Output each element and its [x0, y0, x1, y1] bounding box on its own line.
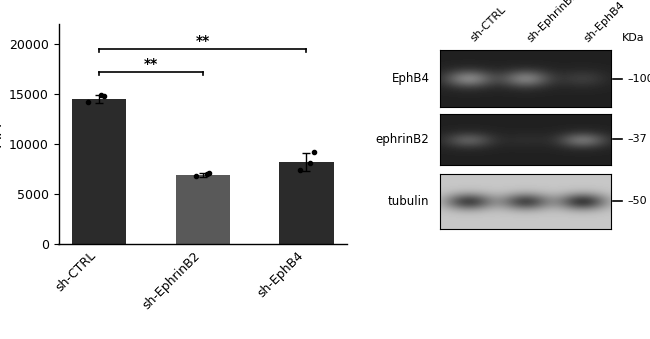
Text: EphB4: EphB4 — [391, 72, 430, 85]
Text: sh-CTRL: sh-CTRL — [469, 4, 508, 43]
Text: sh-EphrinB2: sh-EphrinB2 — [525, 0, 580, 43]
Text: –100: –100 — [627, 74, 650, 84]
Bar — [72, 99, 125, 244]
Text: –50: –50 — [627, 196, 647, 206]
Text: tubulin: tubulin — [388, 195, 430, 207]
Text: **: ** — [196, 34, 210, 48]
Text: –37: –37 — [627, 135, 647, 144]
Text: ephrinB2: ephrinB2 — [376, 133, 430, 146]
Bar — [280, 162, 333, 244]
Text: KDa: KDa — [621, 33, 644, 42]
Bar — [176, 175, 229, 244]
Y-axis label: MFI: MFI — [0, 121, 3, 147]
Text: sh-EphB4: sh-EphB4 — [582, 0, 627, 43]
Text: **: ** — [144, 57, 158, 71]
